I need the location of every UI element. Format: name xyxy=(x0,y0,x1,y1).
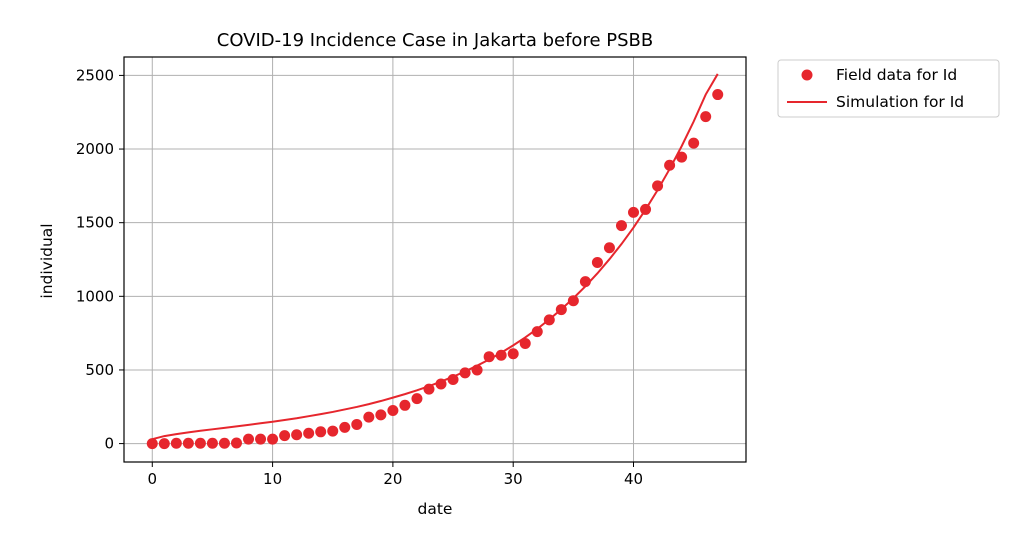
data-point xyxy=(603,242,615,254)
x-tick-label: 40 xyxy=(624,470,643,488)
data-point xyxy=(399,399,411,411)
data-point xyxy=(327,425,339,437)
data-point xyxy=(363,411,375,423)
data-point xyxy=(543,314,555,326)
y-tick-label: 500 xyxy=(85,361,114,379)
y-tick-label: 1000 xyxy=(76,287,114,305)
data-point xyxy=(459,367,471,379)
data-point xyxy=(471,364,483,376)
data-point xyxy=(267,433,279,445)
x-tick-label: 30 xyxy=(504,470,523,488)
data-point xyxy=(146,438,158,450)
data-point xyxy=(531,326,543,338)
data-point xyxy=(303,427,315,439)
data-point xyxy=(230,437,242,449)
x-tick-label: 20 xyxy=(383,470,402,488)
legend-label-simulation: Simulation for Id xyxy=(836,93,964,111)
x-tick-label: 10 xyxy=(263,470,282,488)
grid xyxy=(124,57,746,462)
data-point xyxy=(315,426,327,438)
simulation-series xyxy=(152,73,719,441)
data-point xyxy=(628,206,640,218)
data-point xyxy=(555,304,567,316)
data-point xyxy=(243,433,255,445)
data-point xyxy=(495,349,507,361)
data-point xyxy=(507,348,519,360)
x-tick-label: 0 xyxy=(147,470,157,488)
x-axis-label: date xyxy=(418,500,453,518)
data-point xyxy=(375,409,387,421)
data-point xyxy=(519,337,531,349)
data-point xyxy=(688,137,700,149)
data-point xyxy=(291,429,303,441)
data-point xyxy=(351,418,363,430)
legend-frame xyxy=(777,59,1000,118)
simulation-line xyxy=(152,73,719,441)
data-point xyxy=(206,437,218,449)
y-axis-label: individual xyxy=(38,223,56,298)
data-point xyxy=(579,276,591,288)
data-point xyxy=(158,438,170,450)
data-point xyxy=(423,383,435,395)
y-tick-label: 1500 xyxy=(76,214,114,232)
data-point xyxy=(218,437,230,449)
data-point xyxy=(591,256,603,268)
data-point xyxy=(483,351,495,363)
data-point xyxy=(170,437,182,449)
data-point xyxy=(447,374,459,386)
data-point xyxy=(567,295,579,307)
data-point xyxy=(194,437,206,449)
data-point xyxy=(279,430,291,442)
y-tick-label: 2500 xyxy=(76,66,114,84)
data-point xyxy=(387,404,399,416)
data-point xyxy=(255,433,267,445)
data-point xyxy=(640,203,652,215)
data-point xyxy=(182,437,194,449)
data-point xyxy=(676,151,688,163)
y-tick-label: 0 xyxy=(104,435,114,453)
data-point xyxy=(411,393,423,405)
data-point xyxy=(435,378,447,390)
y-tick-label: 2000 xyxy=(76,140,114,158)
legend-marker-field-data xyxy=(801,69,813,81)
data-point xyxy=(712,89,724,101)
field-data-series xyxy=(146,89,724,450)
data-point xyxy=(339,421,351,433)
data-point xyxy=(615,220,627,232)
y-axis-ticks: 0 500 1000 1500 2000 2500 xyxy=(76,66,124,453)
data-point xyxy=(700,111,712,123)
data-point xyxy=(664,159,676,171)
plot-frame xyxy=(123,56,747,463)
chart-title: COVID-19 Incidence Case in Jakarta befor… xyxy=(217,30,653,51)
data-point xyxy=(652,180,664,192)
legend: Field data for Id Simulation for Id xyxy=(777,59,1000,118)
x-axis-ticks: 0 10 20 30 40 xyxy=(147,462,643,488)
legend-label-field-data: Field data for Id xyxy=(836,66,957,84)
